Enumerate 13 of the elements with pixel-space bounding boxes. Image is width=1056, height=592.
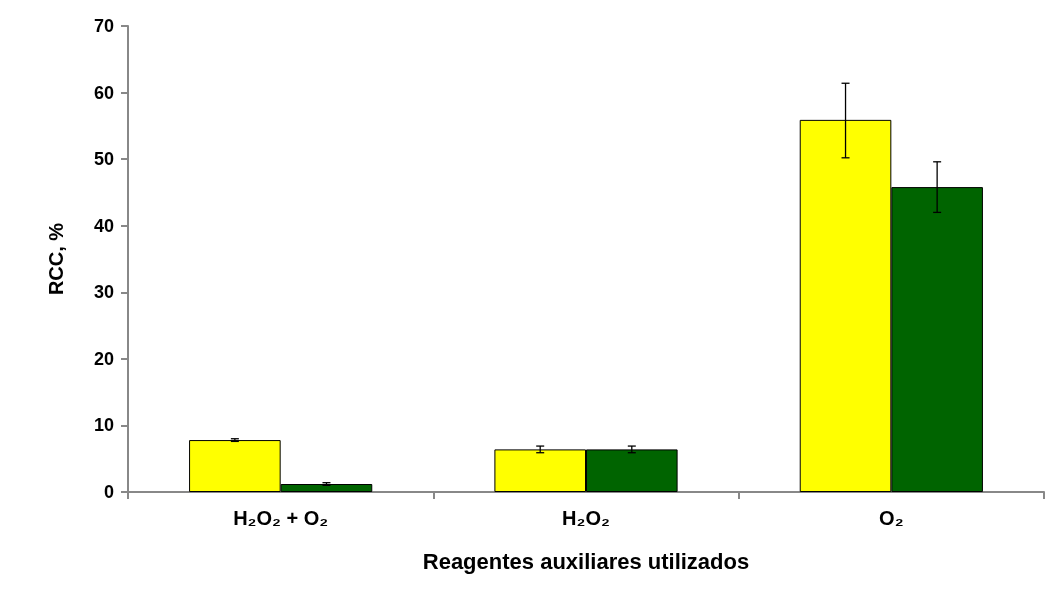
y-tick-label: 50 [93, 149, 114, 170]
y-tick-label: 30 [93, 282, 114, 303]
x-tick-label: H₂O₂ [562, 507, 610, 529]
x-tick-label: H₂O₂ + O₂ [233, 507, 329, 529]
y-tick-label: 40 [93, 215, 114, 236]
y-axis-title: RCC, % [45, 222, 67, 296]
y-tick-label: 0 [103, 482, 114, 502]
x-axis-title: Reagentes auxiliares utilizados [422, 548, 750, 574]
y-tick-label: 10 [93, 415, 114, 436]
x-tick-label: O₂ [879, 507, 904, 529]
y-tick-label: 70 [93, 16, 114, 36]
y-tick-label: 20 [93, 348, 114, 369]
y-tick-label: 60 [93, 82, 114, 103]
